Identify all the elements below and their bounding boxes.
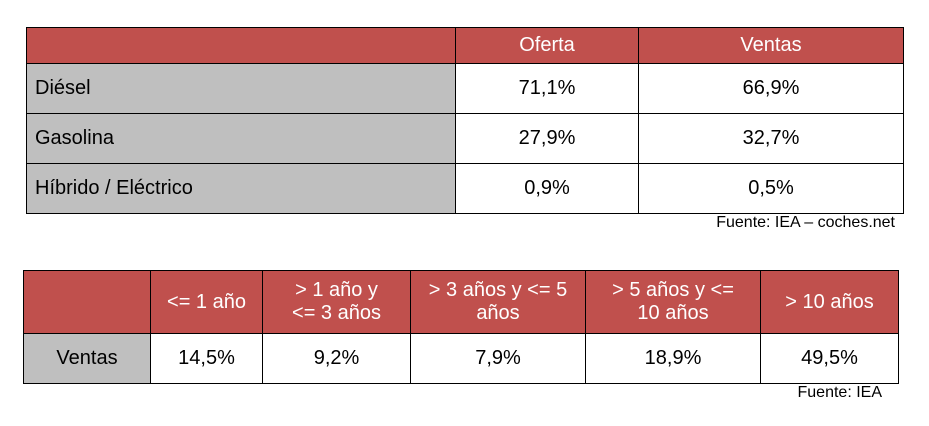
source-note: Fuente: IEA: [797, 384, 883, 401]
table-row: Gasolina 27,9% 32,7%: [26, 113, 904, 164]
header-age-3-5: > 3 años y <= 5 años: [410, 270, 586, 334]
table-row: Híbrido / Eléctrico 0,9% 0,5%: [26, 163, 904, 214]
ventas-value: 32,7%: [638, 113, 904, 164]
source-note: Fuente: IEA – coches.net: [716, 214, 895, 231]
ventas-value: 0,5%: [638, 163, 904, 214]
row-label: Ventas: [23, 333, 151, 384]
header-cell-empty: [23, 270, 151, 334]
ventas-value: 49,5%: [760, 333, 899, 384]
oferta-value: 0,9%: [455, 163, 639, 214]
ventas-value: 18,9%: [585, 333, 761, 384]
header-ventas: Ventas: [638, 27, 904, 64]
oferta-value: 71,1%: [455, 63, 639, 114]
table-row: Diésel 71,1% 66,9%: [26, 63, 904, 114]
ventas-value: 7,9%: [410, 333, 586, 384]
ventas-value: 14,5%: [150, 333, 263, 384]
table-header-row: <= 1 año > 1 año y <= 3 años > 3 años y <…: [23, 270, 899, 334]
header-age-10: > 10 años: [760, 270, 899, 334]
ventas-value: 66,9%: [638, 63, 904, 114]
fuel-share-table: Oferta Ventas Diésel 71,1% 66,9% Gasolin…: [26, 27, 904, 214]
row-label: Diésel: [26, 63, 456, 114]
header-age-1-3: > 1 año y <= 3 años: [262, 270, 411, 334]
header-age-5-10: > 5 años y <= 10 años: [585, 270, 761, 334]
oferta-value: 27,9%: [455, 113, 639, 164]
header-age-1: <= 1 año: [150, 270, 263, 334]
row-label: Híbrido / Eléctrico: [26, 163, 456, 214]
row-label: Gasolina: [26, 113, 456, 164]
header-cell-empty: [26, 27, 456, 64]
table-header-row: Oferta Ventas: [26, 27, 904, 64]
table-row: Ventas 14,5% 9,2% 7,9% 18,9% 49,5%: [23, 333, 899, 384]
vehicle-age-table: <= 1 año > 1 año y <= 3 años > 3 años y <…: [23, 270, 899, 384]
header-oferta: Oferta: [455, 27, 639, 64]
ventas-value: 9,2%: [262, 333, 411, 384]
